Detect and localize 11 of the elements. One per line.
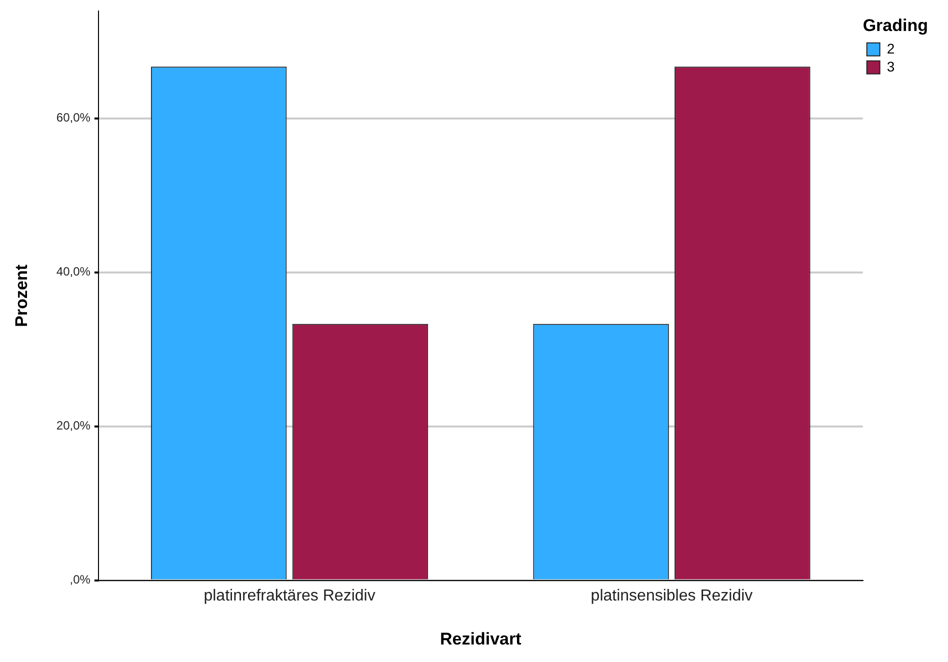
y-tick-label: ,0% (70, 572, 91, 587)
y-tick-label: 40,0% (56, 264, 91, 279)
y-axis-title: Prozent (12, 264, 31, 327)
x-tick-label: platinrefraktäres Rezidiv (204, 587, 376, 604)
legend-label: 3 (886, 58, 895, 74)
y-tick-label: 60,0% (56, 110, 91, 125)
legend-label: 2 (886, 40, 895, 56)
legend-title: Grading (862, 16, 928, 36)
y-tick-label: 20,0% (56, 418, 91, 433)
x-tick-label: platinsensibles Rezidiv (590, 587, 753, 604)
x-axis-title: Rezidivart (440, 629, 522, 648)
